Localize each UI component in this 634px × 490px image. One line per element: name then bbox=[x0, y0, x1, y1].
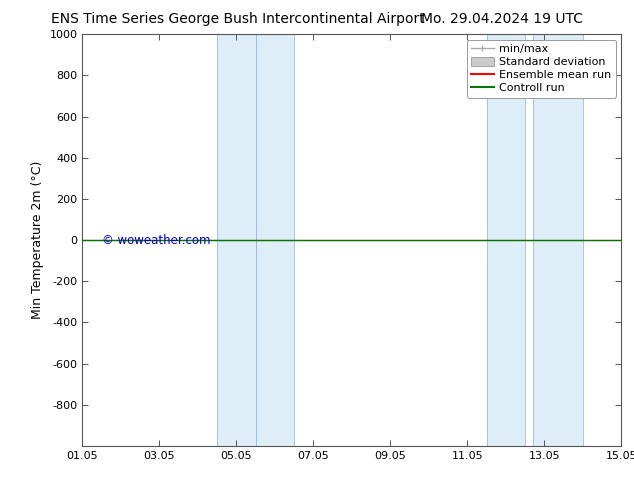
Legend: min/max, Standard deviation, Ensemble mean run, Controll run: min/max, Standard deviation, Ensemble me… bbox=[467, 40, 616, 98]
Text: ENS Time Series George Bush Intercontinental Airport: ENS Time Series George Bush Intercontine… bbox=[51, 12, 425, 26]
Bar bbox=[217, 34, 256, 446]
Bar bbox=[533, 34, 583, 446]
Y-axis label: Min Temperature 2m (°C): Min Temperature 2m (°C) bbox=[31, 161, 44, 319]
Bar bbox=[487, 34, 525, 446]
Bar bbox=[256, 34, 294, 446]
Text: © woweather.com: © woweather.com bbox=[101, 234, 210, 247]
Text: Mo. 29.04.2024 19 UTC: Mo. 29.04.2024 19 UTC bbox=[421, 12, 583, 26]
